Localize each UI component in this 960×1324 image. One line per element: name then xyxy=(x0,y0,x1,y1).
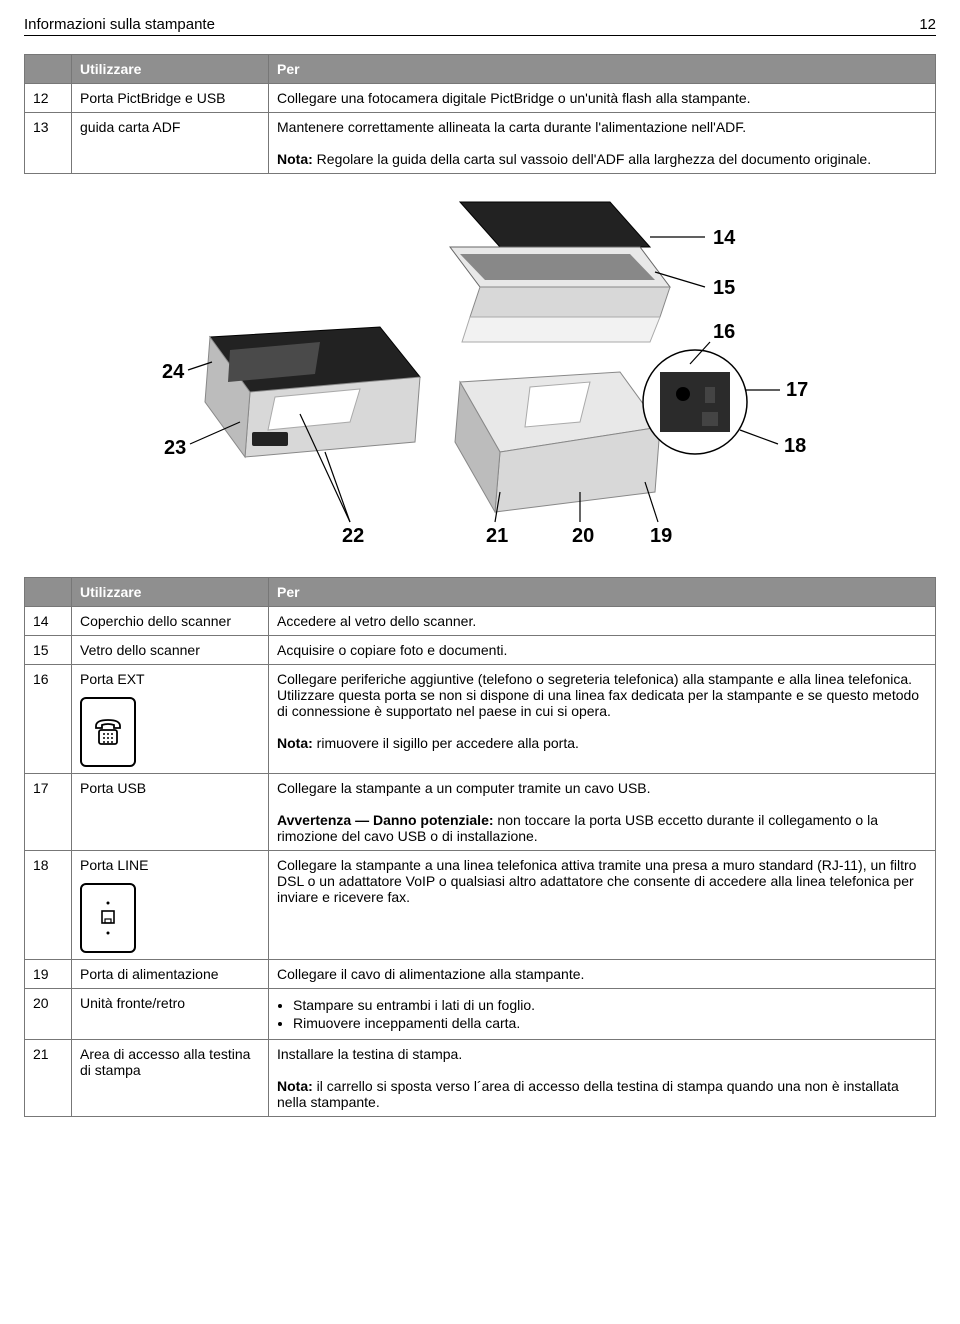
col-utilizzare: Utilizzare xyxy=(72,578,269,607)
note-body: Regolare la guida della carta sul vassoi… xyxy=(313,151,871,167)
callout-19: 19 xyxy=(650,525,672,547)
parts-table-1: Utilizzare Per 12 Porta PictBridge e USB… xyxy=(24,54,936,174)
row-desc: Collegare la stampante a un computer tra… xyxy=(269,774,936,851)
desc-text: Collegare periferiche aggiuntive (telefo… xyxy=(277,671,919,719)
row-desc: Acquisire o copiare foto e documenti. xyxy=(269,636,936,665)
table-row: 14 Coperchio dello scanner Accedere al v… xyxy=(25,607,936,636)
col-per: Per xyxy=(269,55,936,84)
row-num: 16 xyxy=(25,665,72,774)
table-row: 17 Porta USB Collegare la stampante a un… xyxy=(25,774,936,851)
col-utilizzare: Utilizzare xyxy=(72,55,269,84)
note-body: il carrello si sposta verso l´area di ac… xyxy=(277,1078,899,1110)
row-desc: Accedere al vetro dello scanner. xyxy=(269,607,936,636)
printer-diagram: 14 15 16 17 18 19 20 21 24 23 22 xyxy=(24,192,936,555)
desc-text: Installare la testina di stampa. xyxy=(277,1046,462,1062)
row-name: Porta USB xyxy=(72,774,269,851)
row-name: Porta LINE xyxy=(80,857,260,873)
callout-18: 18 xyxy=(784,435,806,457)
printer-rear-view xyxy=(455,350,747,512)
table-row: 18 Porta LINE Collegare la stampante a u… xyxy=(25,851,936,960)
callout-14: 14 xyxy=(713,227,736,249)
row-name: guida carta ADF xyxy=(72,113,269,174)
desc-text: Collegare la stampante a un computer tra… xyxy=(277,780,651,796)
list-item: Rimuovere inceppamenti della carta. xyxy=(293,1015,927,1031)
row-num: 19 xyxy=(25,960,72,989)
row-num: 15 xyxy=(25,636,72,665)
row-num: 14 xyxy=(25,607,72,636)
bullet-list: Stampare su entrambi i lati di un foglio… xyxy=(293,997,927,1031)
row-name: Area di accesso alla testina di stampa xyxy=(72,1040,269,1117)
row-desc: Installare la testina di stampa. Nota: i… xyxy=(269,1040,936,1117)
row-name: Porta di alimentazione xyxy=(72,960,269,989)
row-desc: Stampare su entrambi i lati di un foglio… xyxy=(269,989,936,1040)
table-header-row: Utilizzare Per xyxy=(25,578,936,607)
row-name: Vetro dello scanner xyxy=(72,636,269,665)
page-number: 12 xyxy=(919,16,936,33)
list-item: Stampare su entrambi i lati di un foglio… xyxy=(293,997,927,1013)
row-desc: Mantenere correttamente allineata la car… xyxy=(269,113,936,174)
row-name: Coperchio dello scanner xyxy=(72,607,269,636)
callout-17: 17 xyxy=(786,379,808,401)
callout-16: 16 xyxy=(713,321,735,343)
table-row: 16 Porta EXT Collegare periferiche aggiu… xyxy=(25,665,936,774)
col-per: Per xyxy=(269,578,936,607)
table-row: 15 Vetro dello scanner Acquisire o copia… xyxy=(25,636,936,665)
row-desc: Collegare la stampante a una linea telef… xyxy=(269,851,936,960)
page-header: Informazioni sulla stampante 12 xyxy=(24,16,936,36)
callout-24: 24 xyxy=(162,361,185,383)
row-name-cell: Porta EXT xyxy=(72,665,269,774)
parts-table-2: Utilizzare Per 14 Coperchio dello scanne… xyxy=(24,577,936,1117)
callout-20: 20 xyxy=(572,525,594,547)
row-name: Porta PictBridge e USB xyxy=(72,84,269,113)
table-row: 21 Area di accesso alla testina di stamp… xyxy=(25,1040,936,1117)
col-blank xyxy=(25,55,72,84)
table-row: 19 Porta di alimentazione Collegare il c… xyxy=(25,960,936,989)
callout-15: 15 xyxy=(713,277,735,299)
warning-label: Avvertenza — Danno potenziale: xyxy=(277,812,494,828)
row-num: 13 xyxy=(25,113,72,174)
row-name-cell: Porta LINE xyxy=(72,851,269,960)
desc-text: Mantenere correttamente allineata la car… xyxy=(277,119,746,135)
row-desc: Collegare il cavo di alimentazione alla … xyxy=(269,960,936,989)
row-name: Porta EXT xyxy=(80,671,260,687)
row-num: 17 xyxy=(25,774,72,851)
printer-scanner-open xyxy=(450,202,670,342)
row-num: 12 xyxy=(25,84,72,113)
note-label: Nota: xyxy=(277,1078,313,1094)
note-label: Nota: xyxy=(277,151,313,167)
callout-22: 22 xyxy=(342,525,364,547)
table-row: 12 Porta PictBridge e USB Collegare una … xyxy=(25,84,936,113)
table-row: 13 guida carta ADF Mantenere correttamen… xyxy=(25,113,936,174)
table-header-row: Utilizzare Per xyxy=(25,55,936,84)
row-desc: Collegare periferiche aggiuntive (telefo… xyxy=(269,665,936,774)
callout-21: 21 xyxy=(486,525,508,547)
phone-icon xyxy=(80,697,136,767)
row-name: Unità fronte/retro xyxy=(72,989,269,1040)
callout-23: 23 xyxy=(164,437,186,459)
col-blank xyxy=(25,578,72,607)
header-title: Informazioni sulla stampante xyxy=(24,16,215,33)
printer-adf-open xyxy=(205,327,420,457)
note-body: rimuovere il sigillo per accedere alla p… xyxy=(313,735,579,751)
note-label: Nota: xyxy=(277,735,313,751)
diagram-svg: 14 15 16 17 18 19 20 21 24 23 22 xyxy=(150,192,810,552)
table-row: 20 Unità fronte/retro Stampare su entram… xyxy=(25,989,936,1040)
row-num: 20 xyxy=(25,989,72,1040)
row-num: 18 xyxy=(25,851,72,960)
row-num: 21 xyxy=(25,1040,72,1117)
row-desc: Collegare una fotocamera digitale PictBr… xyxy=(269,84,936,113)
wall-jack-icon xyxy=(80,883,136,953)
